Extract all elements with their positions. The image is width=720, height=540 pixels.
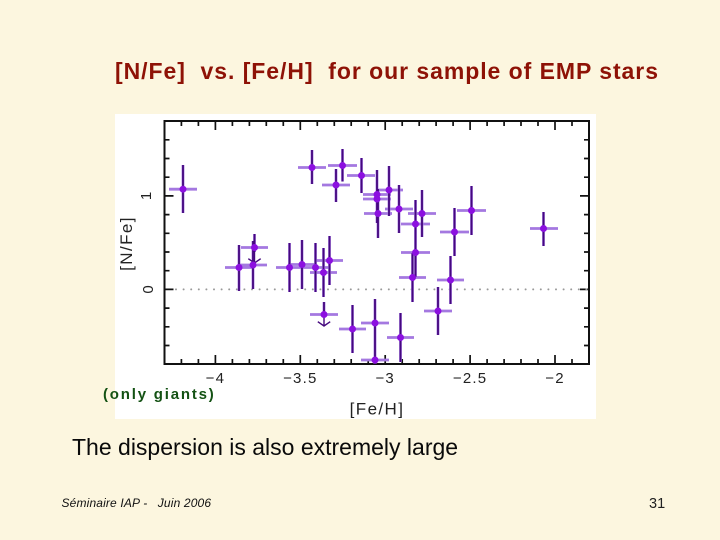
svg-text:[N/Fe]: [N/Fe] (117, 216, 136, 271)
svg-text:−2: −2 (545, 370, 565, 387)
svg-text:−3.5: −3.5 (283, 370, 317, 387)
svg-text:1: 1 (138, 192, 155, 200)
svg-text:[Fe/H]: [Fe/H] (350, 400, 405, 419)
svg-text:−4: −4 (206, 370, 226, 387)
svg-text:0: 0 (140, 285, 157, 293)
svg-text:−2.5: −2.5 (453, 370, 487, 387)
svg-text:−3: −3 (375, 370, 395, 387)
